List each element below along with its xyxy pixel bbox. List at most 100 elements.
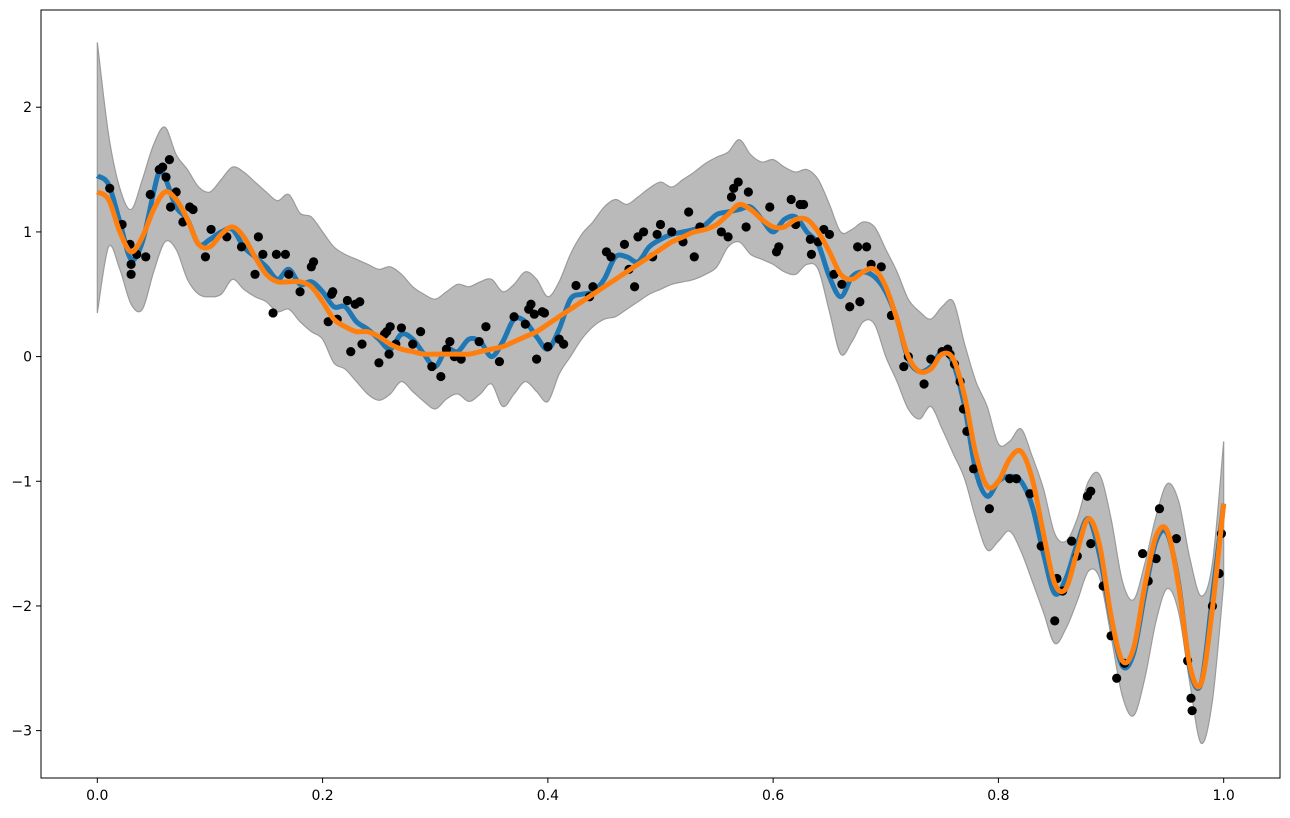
data-point xyxy=(328,287,338,297)
data-point xyxy=(1171,534,1181,544)
data-point xyxy=(284,269,294,279)
data-point xyxy=(158,162,168,172)
data-point xyxy=(539,308,550,318)
data-point xyxy=(494,356,505,367)
data-point xyxy=(105,183,115,193)
axes-frame xyxy=(40,9,1281,779)
data-point xyxy=(765,202,775,212)
data-point xyxy=(355,297,365,307)
data-point xyxy=(1151,553,1161,564)
data-point xyxy=(862,242,872,252)
data-point xyxy=(743,187,753,197)
y-tick-label: −1 xyxy=(11,474,32,490)
data-point xyxy=(733,177,743,187)
data-point xyxy=(357,339,367,349)
data-point xyxy=(145,189,155,200)
data-point xyxy=(188,204,198,215)
data-point xyxy=(268,308,278,318)
data-point xyxy=(969,464,979,474)
data-point xyxy=(1005,474,1015,484)
data-point xyxy=(200,252,211,262)
y-tick-label: 1 xyxy=(23,225,32,241)
data-point xyxy=(258,249,268,259)
data-point xyxy=(271,249,282,259)
data-point xyxy=(726,192,737,202)
data-point xyxy=(342,295,352,306)
data-point xyxy=(1086,486,1096,496)
y-tick-label: 0 xyxy=(23,350,32,366)
data-point xyxy=(1187,706,1197,716)
tick-layer: 0.0 0.2 0.4 0.6 0.8 1.0 2 1 0 −1 −2 −3 xyxy=(11,100,1234,804)
data-point xyxy=(571,280,581,291)
data-point xyxy=(559,339,569,349)
plot-layer xyxy=(95,42,1227,744)
data-point xyxy=(919,379,929,389)
data-point xyxy=(1067,536,1077,546)
orange-series-line xyxy=(95,189,1227,690)
data-point xyxy=(805,234,815,244)
data-point xyxy=(236,242,247,252)
data-point xyxy=(855,297,865,307)
data-point xyxy=(481,322,491,332)
data-point xyxy=(346,347,356,357)
data-point xyxy=(1112,673,1122,683)
data-point xyxy=(408,339,418,349)
x-tick-label: 0.0 xyxy=(86,788,108,804)
data-point xyxy=(1050,616,1060,626)
data-point xyxy=(786,194,796,205)
data-point xyxy=(667,227,677,237)
data-point xyxy=(684,207,694,217)
data-point xyxy=(1137,548,1148,559)
data-point xyxy=(639,227,649,237)
data-point xyxy=(853,242,863,252)
data-point xyxy=(837,279,847,289)
data-point xyxy=(926,354,936,364)
data-point xyxy=(295,287,305,297)
data-point xyxy=(1186,693,1196,703)
data-point xyxy=(606,252,616,262)
y-tick-label: −2 xyxy=(11,599,32,615)
data-point xyxy=(308,257,319,267)
data-point xyxy=(529,309,539,319)
data-point xyxy=(845,302,855,312)
data-point xyxy=(385,322,395,332)
data-point xyxy=(141,252,151,262)
data-point xyxy=(1025,489,1035,499)
data-point xyxy=(741,222,751,232)
data-point xyxy=(798,199,809,210)
data-point xyxy=(716,227,726,237)
x-tick-label: 0.4 xyxy=(537,788,559,804)
data-point xyxy=(164,155,175,165)
x-tick-label: 1.0 xyxy=(1213,788,1235,804)
data-point xyxy=(456,354,466,364)
data-point xyxy=(445,337,455,347)
data-point xyxy=(543,342,553,352)
y-tick-label: 2 xyxy=(23,100,32,116)
data-point xyxy=(689,252,699,262)
x-tick-label: 0.6 xyxy=(762,788,784,804)
data-point xyxy=(1011,474,1022,484)
y-tick-label: −3 xyxy=(11,724,32,740)
data-point xyxy=(436,371,446,382)
data-point xyxy=(384,349,394,359)
data-point xyxy=(1154,504,1165,514)
data-point xyxy=(806,249,817,259)
data-point xyxy=(619,239,630,249)
data-point xyxy=(509,312,519,322)
data-point xyxy=(774,242,784,252)
data-point xyxy=(250,269,260,279)
data-point xyxy=(723,232,733,242)
data-point xyxy=(652,229,662,240)
data-point xyxy=(374,358,384,368)
data-point xyxy=(588,282,598,292)
data-point xyxy=(876,262,886,272)
x-tick-label: 0.8 xyxy=(987,788,1009,804)
data-point xyxy=(126,269,136,279)
data-point xyxy=(655,219,666,230)
data-point xyxy=(474,337,484,347)
data-point xyxy=(1086,539,1096,549)
data-point xyxy=(396,323,407,333)
